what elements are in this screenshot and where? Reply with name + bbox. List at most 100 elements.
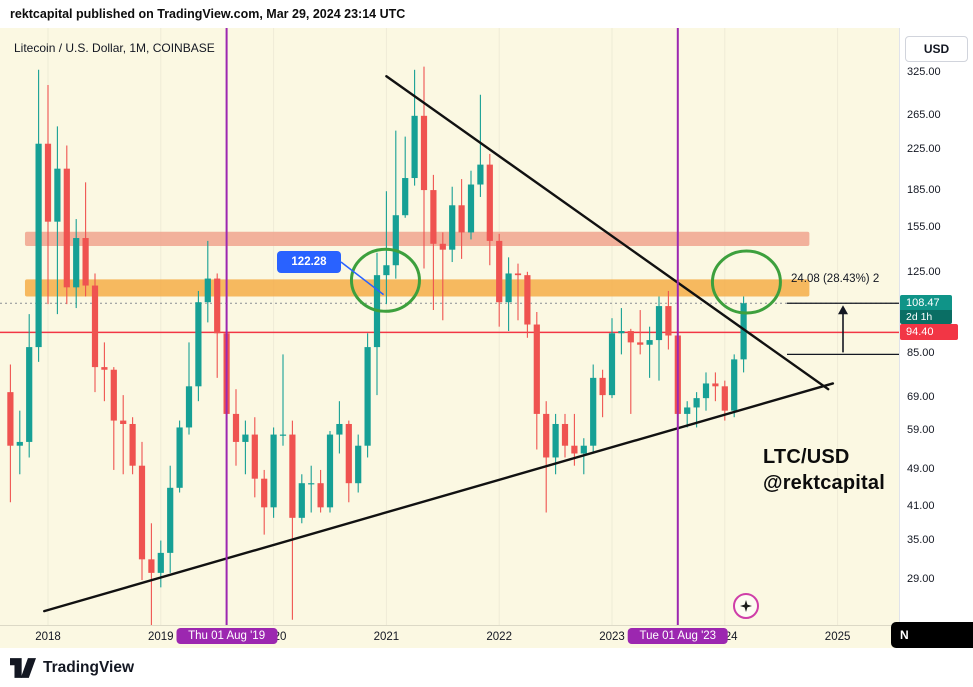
candle-body <box>308 483 315 485</box>
year-label: 2023 <box>599 631 625 643</box>
candle-body <box>449 205 456 250</box>
last-price-value: 108.47 <box>900 295 952 311</box>
price-callout-label[interactable]: 122.28 <box>277 251 341 273</box>
candle-body <box>261 478 268 508</box>
candle-body <box>204 278 211 303</box>
candle-body <box>477 164 484 185</box>
candle-body <box>251 434 258 479</box>
price-tick: 185.00 <box>907 184 941 197</box>
tradingview-brand[interactable]: TradingView <box>43 658 135 676</box>
candle-body <box>35 143 42 348</box>
candle-body <box>91 285 99 368</box>
candle-body <box>26 347 33 442</box>
candle-body <box>148 559 155 573</box>
candle-body <box>392 215 399 266</box>
candle-body <box>16 441 23 446</box>
price-tick: 41.00 <box>907 500 935 513</box>
price-tick: 265.00 <box>907 108 941 121</box>
candle-body <box>54 168 61 222</box>
price-axis[interactable]: USD 108.47 2d 1h 94.40 325.00 265.00 225.0… <box>899 28 973 625</box>
candle-body <box>185 386 193 428</box>
price-tick: 225.00 <box>907 143 941 156</box>
candle-body <box>543 413 550 458</box>
watermark-handle: @rektcapital <box>763 472 885 494</box>
highlight-circle[interactable] <box>710 249 782 315</box>
candle-body <box>524 275 531 325</box>
candle-body <box>402 178 409 216</box>
time-axis[interactable]: 20182019202020212022202320242025Thu 01 A… <box>0 625 899 648</box>
support-price-badge: 94.40 <box>900 324 958 341</box>
candle-body <box>129 423 136 466</box>
candle-body <box>364 347 371 446</box>
candle-body <box>214 278 221 334</box>
candle-body <box>505 273 512 303</box>
candle-body <box>458 205 465 233</box>
candle-body <box>242 434 249 442</box>
candle-body <box>138 465 146 560</box>
candle-body <box>608 333 616 396</box>
candle-body <box>176 427 183 488</box>
candle-body <box>195 302 202 387</box>
candle-body <box>721 386 728 411</box>
year-label: 2021 <box>373 631 400 643</box>
candle-body <box>590 377 597 446</box>
candle-body <box>44 143 52 222</box>
candle-body <box>684 407 691 414</box>
callout-pointer-line <box>340 261 385 296</box>
candle-body <box>627 331 634 343</box>
footer: TradingView <box>0 648 973 687</box>
candle-body <box>167 487 174 553</box>
candlestick-series <box>7 66 747 625</box>
price-tick: 325.00 <box>907 66 941 78</box>
resistance-zone-upper[interactable] <box>24 231 810 246</box>
candle-body <box>571 445 578 454</box>
candle-body <box>232 413 240 442</box>
event-date-badge[interactable]: Thu 01 Aug '19 <box>176 628 278 644</box>
measure-tool-label: 24.08 (28.43%) 2 <box>791 273 880 285</box>
candle-body <box>637 342 644 345</box>
currency-button[interactable]: USD <box>905 36 968 62</box>
candle-body <box>120 420 127 424</box>
descending-trendline[interactable] <box>385 75 830 391</box>
candle-body <box>533 324 540 414</box>
corner-overlay-text: N <box>900 628 909 642</box>
candle-body <box>383 265 390 276</box>
candle-body <box>317 483 324 508</box>
corner-overlay: N <box>891 622 973 648</box>
candle-body <box>646 340 653 345</box>
watermark-symbol: LTC/USD <box>763 446 850 468</box>
candle-body <box>467 184 475 233</box>
price-tick: 29.00 <box>907 572 935 585</box>
tradingview-logo-icon[interactable] <box>10 657 36 678</box>
candle-body <box>702 383 710 399</box>
candle-body <box>665 306 672 336</box>
candle-body <box>336 423 343 435</box>
measure-arrow-head <box>838 305 848 315</box>
symbol-title: Litecoin / U.S. Dollar, 1M, COINBASE <box>14 41 215 55</box>
price-tick: 49.00 <box>907 462 935 475</box>
watermark: LTC/USD @rektcapital <box>763 444 885 496</box>
candle-body <box>63 168 70 288</box>
sparkle-icon[interactable] <box>733 593 759 619</box>
candle-body <box>712 383 719 387</box>
candle-body <box>157 552 164 573</box>
year-label: 2022 <box>486 631 512 643</box>
candle-body <box>7 392 14 446</box>
candle-body <box>270 434 277 508</box>
price-tick: 125.00 <box>907 266 941 279</box>
candle-body <box>693 398 700 408</box>
event-date-badge[interactable]: Tue 01 Aug '23 <box>627 628 729 644</box>
candle-body <box>279 434 287 436</box>
sparkle-glyph <box>740 600 752 612</box>
candle-body <box>345 423 352 484</box>
year-label: 2025 <box>824 631 851 643</box>
last-price-badge: 108.47 2d 1h <box>900 295 952 325</box>
candle-body <box>740 303 747 360</box>
candle-body <box>355 445 362 484</box>
candle-body <box>439 243 446 250</box>
candle-body <box>430 190 437 244</box>
candle-body <box>411 115 418 179</box>
highlight-circle[interactable] <box>349 247 421 313</box>
ascending-trendline[interactable] <box>43 382 835 613</box>
candle-body <box>289 434 296 518</box>
